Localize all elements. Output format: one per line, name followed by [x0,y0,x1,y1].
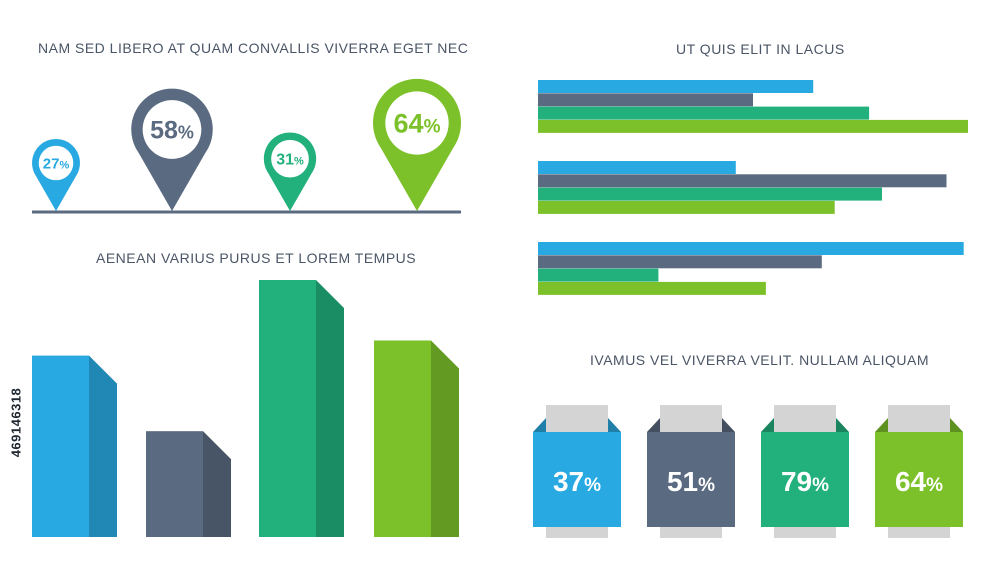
box-bottom-tab [774,525,836,538]
hbar [538,119,968,133]
box-value-percent: % [812,475,829,496]
hbar [538,255,822,269]
pin-value-number: 58 [150,116,178,144]
column-front [259,280,316,537]
column-side [316,280,344,537]
box-fold-right [608,418,621,432]
pin-value-label: 31% [276,151,304,168]
box-bottom-tab [660,525,722,538]
column-front [374,340,431,537]
pin-inner-circle [385,91,449,155]
pin-value-number: 64 [394,109,424,139]
box-fold-left [761,418,774,432]
box-fold-right [722,418,735,432]
hbar [538,174,947,188]
box-fold-left [533,418,546,432]
box-top-flap [660,418,722,432]
hbar [538,93,753,107]
hbar [538,200,835,214]
pin-inner-circle [271,139,309,178]
box-value-percent: % [584,475,601,496]
box-value-number: 51 [667,466,698,497]
box-body [533,432,621,527]
column-side [203,431,231,537]
hbar [538,106,870,120]
hbar [538,268,659,282]
box-value-label: 64% [895,466,943,497]
box-value-percent: % [698,475,715,496]
pin-value-percent: % [59,159,69,171]
pin-value-number: 27 [43,155,60,172]
pin-value-number: 31 [276,151,294,168]
columns-chart-title: AENEAN VARIUS PURUS ET LOREM TEMPUS [96,250,417,266]
columns-chart [32,280,459,537]
pin-value-label: 64% [394,109,441,139]
box-fold-right [950,418,963,432]
box-value-number: 79 [781,466,812,497]
column-front [32,355,89,537]
box-value-number: 37 [553,466,584,497]
hbar [538,161,736,174]
box-fold-left [647,418,660,432]
box-top-flap [888,418,950,432]
box-body [761,432,849,527]
hbar [538,242,964,255]
column-side [89,355,117,537]
hbar-chart [538,80,968,295]
box-body [875,432,963,527]
pins-chart: 27%58%31%64% [32,78,462,214]
boxes-chart: 37% 51% 79% 64% [533,405,963,538]
pin-inner-circle [142,100,202,159]
box-value-number: 64 [895,466,927,497]
column-side [431,340,459,537]
hbar [538,80,814,93]
pins-chart-title: NAM SED LIBERO AT QUAM CONVALLIS VIVERRA… [38,40,469,56]
hbar-chart-title: UT QUIS ELIT IN LACUS [676,41,845,57]
pin-value-label: 58% [150,116,194,144]
box-value-percent: % [926,475,943,496]
box-top-flap [774,418,836,432]
box-value-label: 51% [667,466,715,497]
box-body [647,432,735,527]
box-value-label: 79% [781,466,829,497]
pin-value-percent: % [178,122,194,142]
hbar [538,281,766,295]
boxes-chart-title: IVAMUS VEL VIVERRA VELIT. NULLAM ALIQUAM [590,352,929,368]
hbar [538,187,882,201]
pin-inner-circle [38,145,74,181]
box-fold-left [875,418,888,432]
column-front [146,431,203,537]
pin-value-label: 27% [43,155,70,172]
box-value-label: 37% [553,466,601,497]
pin-value-percent: % [294,155,304,167]
pin-value-percent: % [424,117,441,138]
box-top-flap [546,418,608,432]
box-bottom-tab [888,525,950,538]
box-fold-right [836,418,849,432]
box-bottom-tab [546,525,608,538]
